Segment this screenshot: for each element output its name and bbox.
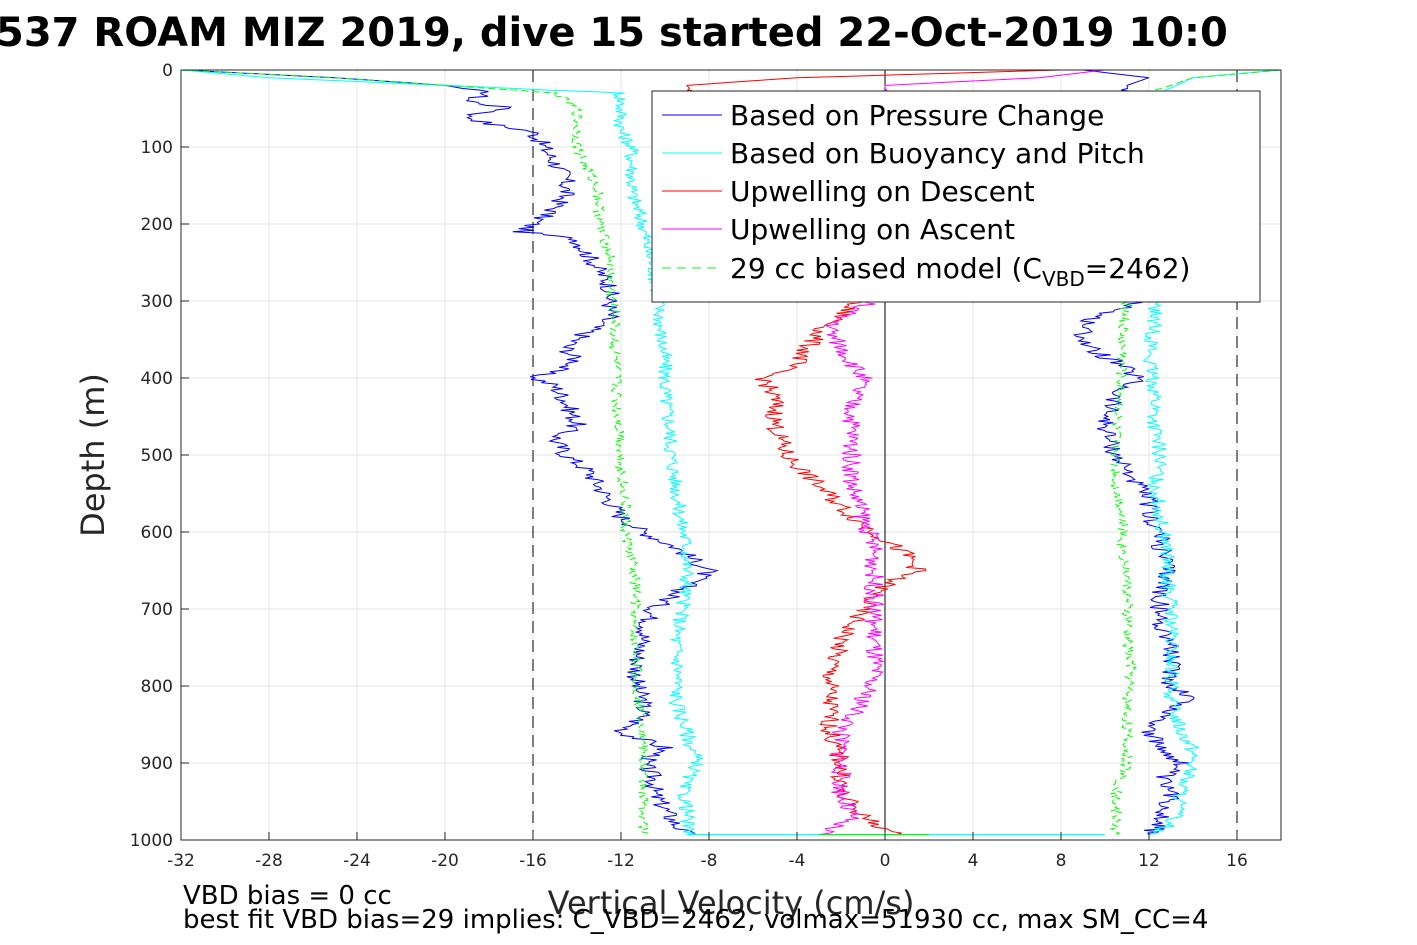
y-tick-label-10: 1000	[130, 831, 173, 851]
y-tick-label-6: 600	[141, 523, 173, 543]
legend-biased-sub: VBD	[1042, 267, 1085, 291]
legend-biased-main: 29 cc biased model (C	[730, 252, 1042, 285]
x-tick-label-4: -16	[519, 851, 547, 871]
legend: Based on Pressure Change Based on Buoyan…	[651, 90, 1261, 303]
y-tick-label-3: 300	[141, 292, 173, 312]
x-axis-label: Vertical Velocity (cm/s)	[548, 884, 915, 922]
y-tick-label-0: 0	[162, 61, 173, 81]
x-tick-label-2: -24	[343, 851, 371, 871]
x-tick-label-6: -8	[701, 851, 718, 871]
legend-label-upwelling-ascent: Upwelling on Ascent	[730, 213, 1015, 246]
y-ticks: 0 100 200 300 400 500 600 700 800 900 1000	[130, 61, 189, 851]
x-tick-label-7: -4	[789, 851, 806, 871]
y-tick-label-2: 200	[141, 215, 173, 235]
y-tick-label-9: 900	[141, 754, 173, 774]
legend-label-buoyancy: Based on Buoyancy and Pitch	[730, 137, 1145, 170]
vbd-bias-note: VBD bias = 0 cc	[183, 881, 392, 911]
y-tick-label-5: 500	[141, 446, 173, 466]
x-ticks: -32 -28 -24 -20 -16 -12 -8 -4 0 4 8 12 16	[167, 832, 1248, 871]
x-tick-label-3: -20	[431, 851, 459, 871]
x-tick-label-9: 4	[968, 851, 979, 871]
y-axis-label: Depth (m)	[74, 373, 112, 537]
x-tick-label-1: -28	[255, 851, 283, 871]
y-tick-label-1: 100	[141, 138, 173, 158]
legend-biased-tail: =2462)	[1085, 252, 1191, 285]
legend-label-biased-model: 29 cc biased model (CVBD=2462)	[730, 252, 1190, 291]
x-tick-label-11: 12	[1138, 851, 1160, 871]
y-tick-label-4: 400	[141, 369, 173, 389]
legend-label-pressure: Based on Pressure Change	[730, 99, 1104, 132]
series-line-0-0	[181, 70, 719, 836]
x-tick-label-5: -12	[607, 851, 635, 871]
series-line-4-0	[181, 70, 651, 836]
x-tick-label-12: 16	[1226, 851, 1248, 871]
x-tick-label-0: -32	[167, 851, 195, 871]
best-fit-note: best fit VBD bias=29 implies: C_VBD=2462…	[183, 905, 1208, 935]
y-tick-label-8: 800	[141, 677, 173, 697]
x-tick-label-10: 8	[1056, 851, 1067, 871]
legend-label-upwelling-descent: Upwelling on Descent	[730, 175, 1035, 208]
series-group	[181, 70, 1281, 836]
y-tick-label-7: 700	[141, 600, 173, 620]
chart-title: 537 ROAM MIZ 2019, dive 15 started 22-Oc…	[0, 10, 1228, 56]
x-tick-label-8: 0	[880, 851, 891, 871]
legend-box	[651, 90, 1261, 303]
series-line-1-0	[181, 70, 704, 836]
